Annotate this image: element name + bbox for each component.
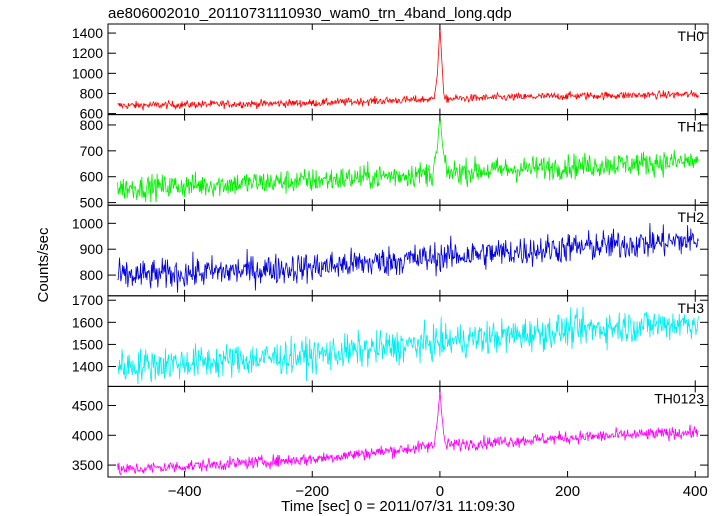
y-tick-label-th0123: 4500: [72, 397, 103, 413]
x-tick-label: −400: [168, 483, 202, 500]
x-axis-label: Time [sec] 0 = 2011/07/31 11:09:30: [281, 498, 515, 515]
y-tick-label-th0: 1200: [72, 45, 103, 61]
x-tick-label: −200: [295, 483, 329, 500]
y-tick-label-th2: 900: [80, 241, 104, 257]
x-tick-label: 200: [555, 483, 580, 500]
panel-th1: 500 600 700 800 TH1: [80, 114, 709, 211]
series-line-th2: [117, 222, 699, 293]
x-tick-label: 0: [436, 483, 444, 500]
series-line-th3: [117, 306, 699, 385]
y-tick-label-th2: 800: [80, 267, 104, 283]
y-tick-label-th1: 800: [80, 117, 104, 133]
panel-label-th1: TH1: [678, 119, 705, 135]
y-tick-label-th0: 600: [80, 106, 104, 122]
y-tick-label-th2: 1000: [72, 215, 103, 231]
panel-label-th2: TH2: [678, 209, 705, 225]
y-tick-label-th1: 700: [80, 143, 104, 159]
y-tick-label-th0: 1400: [72, 25, 103, 41]
y-tick-label-th0123: 4000: [72, 427, 103, 443]
panel-label-th0: TH0: [678, 28, 705, 44]
panel-label-th3: TH3: [678, 300, 705, 316]
y-tick-label-th1: 500: [80, 195, 104, 211]
series-line-th1: [117, 116, 699, 203]
series-line-th0123: [117, 390, 699, 476]
y-tick-label-th3: 1500: [72, 336, 103, 352]
y-tick-label-th0: 800: [80, 85, 104, 101]
panel-label-th0123: TH0123: [654, 390, 704, 406]
panel-frame-th0123: [107, 385, 709, 478]
y-tick-label-th0: 1000: [72, 65, 103, 81]
y-axis-label: Counts/sec: [35, 227, 52, 303]
y-tick-label-th1: 600: [80, 169, 104, 185]
series-line-th0: [117, 25, 699, 111]
panel-th3: 1400 1500 1600 1700 TH3: [72, 292, 709, 387]
panel-th0: 600 800 1000 1200 1400 TH0: [72, 23, 709, 122]
panel-frame-th2: [107, 204, 709, 297]
y-tick-label-th3: 1600: [72, 314, 103, 330]
y-tick-label-th3: 1400: [72, 359, 103, 375]
panel-th0123: 3500 4000 4500 TH0123: [72, 385, 709, 478]
chart-title: ae806002010_20110731110930_wam0_trn_4ban…: [108, 5, 512, 22]
panel-frame-th1: [107, 114, 709, 206]
panel-th2: 800 900 1000 TH2: [72, 204, 709, 297]
y-tick-label-th3: 1700: [72, 292, 103, 308]
y-tick-label-th0123: 3500: [72, 457, 103, 473]
x-tick-label: 400: [683, 483, 708, 500]
